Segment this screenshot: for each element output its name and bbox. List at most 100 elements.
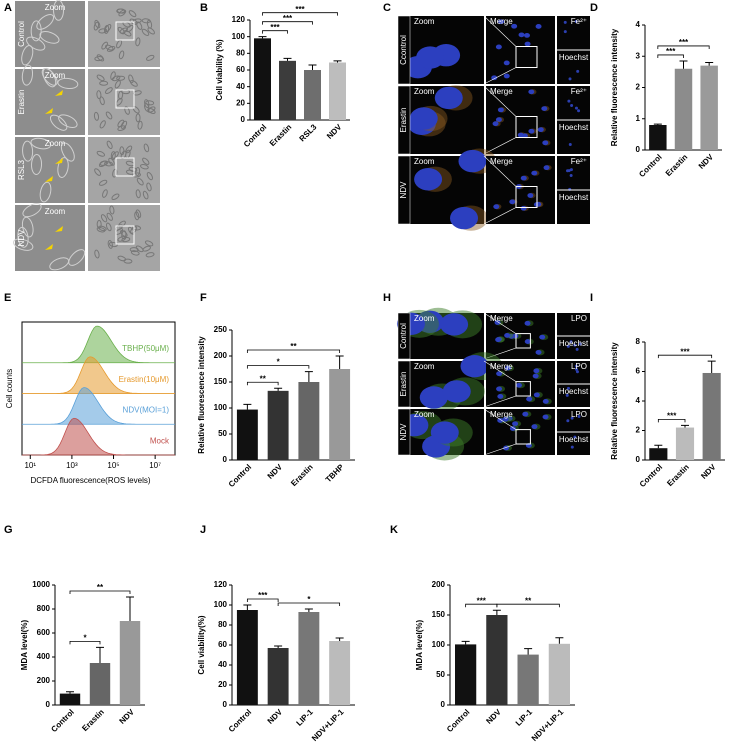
nucleus xyxy=(495,44,502,50)
nuclear-label: Hoechst xyxy=(559,193,589,202)
merge-label: Merge xyxy=(490,157,513,166)
cell xyxy=(146,172,153,181)
bar xyxy=(298,382,320,460)
significance-bracket xyxy=(69,590,131,594)
nucleus xyxy=(493,204,500,210)
zoom-box xyxy=(515,333,531,349)
cell xyxy=(93,21,100,31)
x-tick-label: NDV xyxy=(266,707,285,726)
cell xyxy=(94,56,104,62)
bar xyxy=(89,663,111,705)
x-tick-label: NDV xyxy=(484,707,503,726)
cell xyxy=(116,39,123,49)
error-bar xyxy=(335,637,344,641)
merge-label: Merge xyxy=(490,410,513,419)
cell xyxy=(143,143,150,153)
nuclear-label: Hoechst xyxy=(559,123,589,132)
y-tick-label: 120 xyxy=(232,15,246,24)
zoom-line xyxy=(483,360,517,382)
cell xyxy=(22,203,42,218)
x-tick-label: NDV xyxy=(266,462,285,481)
cell xyxy=(119,146,125,156)
y-tick-label: 0 xyxy=(223,700,228,709)
x-tick-label: NDV xyxy=(325,122,344,141)
significance-label: *** xyxy=(295,5,305,14)
cell xyxy=(105,111,113,120)
y-tick-label: 4 xyxy=(636,396,641,405)
cell xyxy=(116,75,126,81)
cell xyxy=(144,103,150,112)
cell xyxy=(132,90,142,96)
cell xyxy=(135,189,141,199)
cell xyxy=(106,140,113,150)
panel-letter: F xyxy=(200,292,207,304)
x-tick-label: Erastin xyxy=(289,462,315,488)
row-label: RSL3 xyxy=(17,159,26,180)
y-tick-label: 800 xyxy=(37,604,51,613)
y-tick-label: 8 xyxy=(636,337,641,346)
zoom-line xyxy=(483,155,517,187)
cell xyxy=(97,225,107,232)
cell xyxy=(105,87,113,94)
cell xyxy=(99,160,109,166)
nucleus xyxy=(416,46,445,69)
significance-label: *** xyxy=(667,411,677,420)
y-tick-label: 50 xyxy=(436,670,445,679)
bar xyxy=(649,448,668,460)
cell xyxy=(132,172,142,178)
cell xyxy=(100,214,108,223)
cell xyxy=(96,54,105,62)
zoom-label: Zoom xyxy=(45,207,66,216)
row-label: NDV xyxy=(17,229,26,247)
nucleus xyxy=(577,109,581,113)
cell xyxy=(96,90,102,100)
arrow xyxy=(55,90,63,96)
error-bar xyxy=(308,64,317,70)
cell xyxy=(118,9,127,17)
nucleus xyxy=(502,416,509,422)
row-label: Erastin xyxy=(399,108,408,133)
y-tick-label: 0 xyxy=(241,115,246,124)
cell xyxy=(99,80,109,86)
nucleus xyxy=(518,32,525,38)
significance-label: ** xyxy=(260,374,267,383)
cell xyxy=(145,252,155,258)
nucleus xyxy=(505,365,512,371)
nuclear-label: Hoechst xyxy=(559,435,589,444)
panel-letter: C xyxy=(383,2,391,14)
x-tick-label: Erastin xyxy=(268,122,294,148)
cell xyxy=(39,31,60,44)
label-strip xyxy=(397,85,411,155)
arrow xyxy=(45,176,53,182)
nucleus xyxy=(515,382,522,388)
x-tick-label: Control xyxy=(637,153,663,179)
cell xyxy=(30,137,52,150)
label-strip xyxy=(397,360,411,408)
y-tick-label: 200 xyxy=(214,351,228,360)
row-label: Control xyxy=(17,21,26,47)
y-axis-label: Relative fluorescence intensity xyxy=(610,28,619,146)
nucleus xyxy=(442,380,471,403)
cell xyxy=(101,41,108,50)
significance-bracket xyxy=(657,54,684,58)
x-tick-label: Control xyxy=(242,123,268,149)
nuclear-label: Hoechst xyxy=(559,387,589,396)
x-tick-label: NDV xyxy=(699,462,718,481)
arrow xyxy=(45,108,53,114)
nucleus xyxy=(509,199,516,205)
cell xyxy=(132,225,142,231)
cell xyxy=(115,97,123,106)
zoom-line xyxy=(483,15,517,47)
cell xyxy=(139,164,149,170)
y-tick-label: 250 xyxy=(214,325,228,334)
nucleus xyxy=(532,373,539,379)
significance-bracket xyxy=(246,349,341,353)
error-bar xyxy=(96,646,104,663)
cell xyxy=(111,151,119,159)
cell xyxy=(130,250,140,256)
error-bar xyxy=(524,648,533,655)
y-tick-label: 0 xyxy=(636,455,641,464)
cell xyxy=(58,114,78,129)
error-bar xyxy=(304,371,313,382)
cell xyxy=(57,77,79,90)
